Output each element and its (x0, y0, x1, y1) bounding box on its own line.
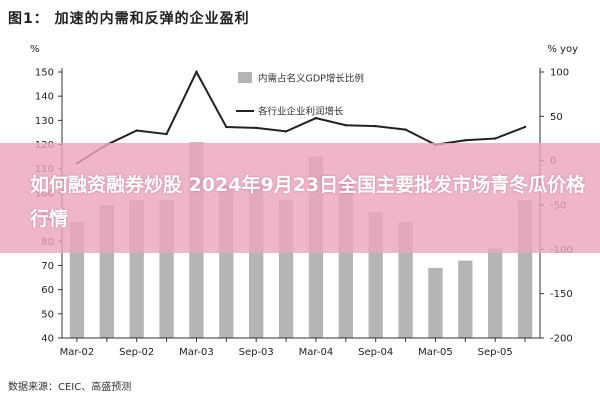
chart-title: 图1： 加速的内需和反弹的企业盈利 (8, 11, 250, 27)
line-point (493, 137, 497, 140)
source-note: 数据来源：CEIC、高盛预测 (8, 382, 132, 393)
x-tick-label: Sep-05 (478, 347, 513, 358)
y-right-tick-label: -200 (550, 334, 573, 345)
y-left-tick-label: 40 (41, 334, 54, 345)
x-tick-label: Sep-03 (239, 347, 274, 358)
x-tick-label: Sep-02 (119, 347, 154, 358)
y-left-tick-label: 60 (41, 285, 54, 296)
y-left-tick-label: 50 (41, 309, 54, 320)
line-point (165, 132, 168, 136)
overlay-banner (0, 143, 600, 253)
y-left-tick-label: 70 (41, 261, 54, 272)
line-point (195, 70, 198, 74)
line-point (225, 125, 228, 129)
line-point (284, 130, 288, 133)
y-left-tick-label: 140 (35, 92, 54, 103)
bar (458, 260, 473, 338)
x-tick-label: Mar-04 (299, 347, 334, 358)
line-point (254, 126, 258, 130)
line-point (464, 139, 467, 142)
overlay-headline: 如何融资融券炒股 2024年9月23日全国主要批发市场青冬瓜价格行情 (30, 174, 586, 230)
legend-swatch-bars (238, 72, 252, 83)
line-point (523, 125, 527, 129)
y-right-tick-label: 50 (550, 112, 563, 123)
y-right-tick-label: 100 (550, 68, 569, 79)
x-tick-label: Mar-03 (179, 347, 214, 358)
line-point (374, 124, 377, 128)
legend-label-line: 各行业企业利润增长 (258, 106, 344, 118)
line-point (344, 124, 348, 127)
bar (428, 267, 443, 338)
x-tick-label: Mar-05 (418, 347, 453, 358)
x-tick-label: Sep-04 (358, 347, 393, 358)
y-left-unit: % (30, 44, 40, 55)
x-tick-label: Mar-02 (60, 347, 95, 358)
line-point (135, 129, 138, 132)
y-left-tick-label: 150 (35, 68, 54, 79)
legend-label-bars: 内需占名义GDP增长比例 (258, 73, 364, 85)
y-right-unit: % yoy (547, 44, 578, 55)
y-left-tick-label: 130 (35, 116, 54, 127)
profit-growth-line (76, 69, 526, 165)
bar (488, 248, 503, 338)
line-point (404, 128, 407, 131)
y-right-tick-label: -150 (550, 289, 573, 300)
line-point (314, 116, 318, 120)
